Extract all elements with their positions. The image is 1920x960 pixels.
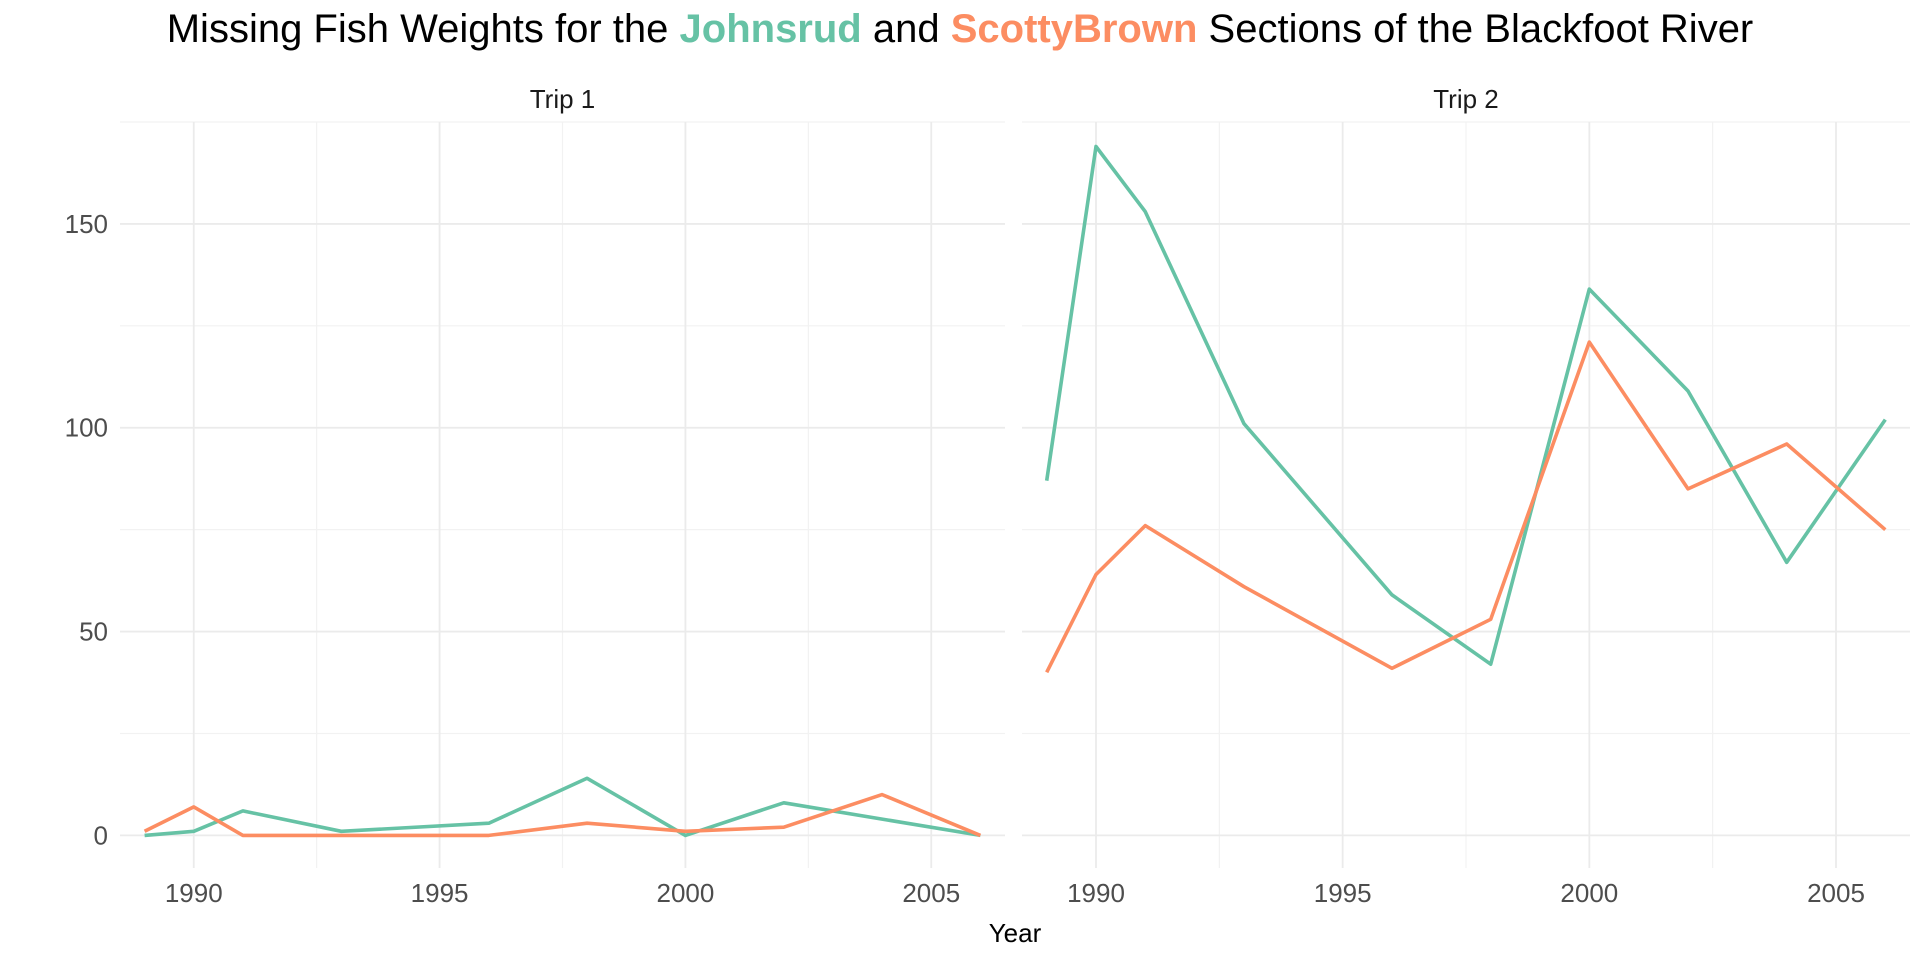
- facet-strip-label: Trip 1: [530, 84, 596, 114]
- facet-strip-label: Trip 2: [1433, 84, 1499, 114]
- facet-panel: Trip 1 1990 1995 2000 2005: [120, 84, 1005, 908]
- x-tick-label: 1995: [1314, 878, 1372, 908]
- series-line-scottybrown: [1045, 340, 1887, 674]
- x-tick-label: 2000: [656, 878, 714, 908]
- title-series-johnsrud: Johnsrud: [680, 7, 862, 51]
- x-tick-label: 2005: [902, 878, 960, 908]
- x-tick-label: 1995: [411, 878, 469, 908]
- x-tick-label: 2000: [1560, 878, 1618, 908]
- x-tick-label: 2005: [1807, 878, 1865, 908]
- series-line-scottybrown: [143, 792, 982, 838]
- title-middle: and: [873, 7, 951, 51]
- title-series-scottybrown: ScottyBrown: [951, 7, 1198, 51]
- title-suffix: Sections of the Blackfoot River: [1209, 7, 1754, 51]
- y-tick-label: 0: [94, 820, 108, 850]
- facet-panels: Trip 1 1990 1995 2000 2005 Trip 2 1990 1995 2000…: [120, 84, 1910, 908]
- chart-title: Missing Fish Weights for the Johnsrud an…: [167, 7, 1754, 51]
- x-axis-label: Year: [989, 918, 1042, 948]
- x-tick-label: 1990: [165, 878, 223, 908]
- title-prefix: Missing Fish Weights for the: [167, 7, 680, 51]
- series-line-johnsrud: [1044, 144, 1887, 667]
- facet-panel: Trip 2 1990 1995 2000 2005: [1022, 84, 1910, 908]
- y-tick-label: 50: [79, 617, 108, 647]
- x-tick-label: 1990: [1067, 878, 1125, 908]
- y-tick-label: 150: [65, 209, 108, 239]
- y-tick-label: 100: [65, 413, 108, 443]
